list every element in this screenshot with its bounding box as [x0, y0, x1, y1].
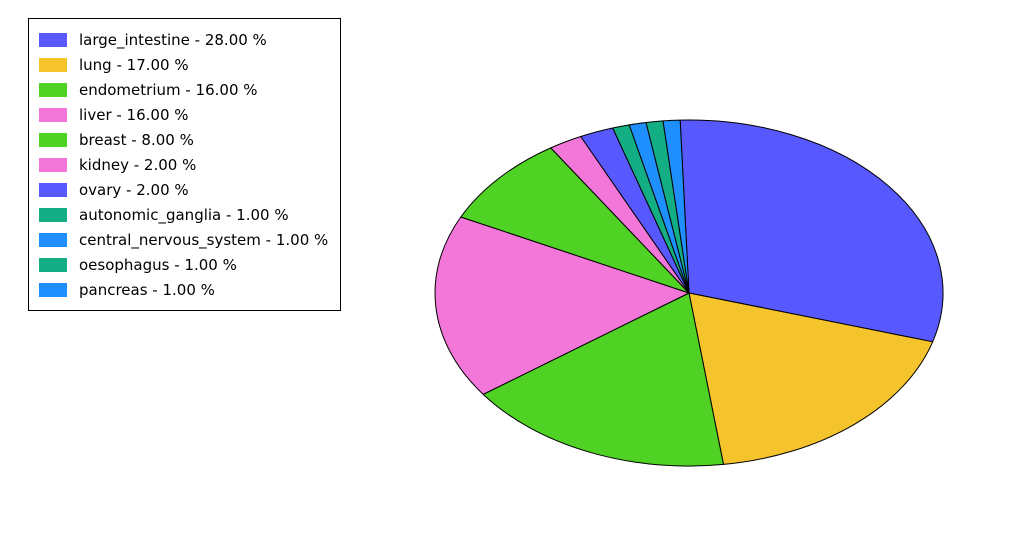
legend-label: liver - 16.00 %	[79, 106, 189, 124]
legend-item: large_intestine - 28.00 %	[39, 27, 328, 52]
legend-item: kidney - 2.00 %	[39, 152, 328, 177]
legend-item: lung - 17.00 %	[39, 52, 328, 77]
legend-item: oesophagus - 1.00 %	[39, 252, 328, 277]
legend-swatch	[39, 83, 67, 97]
legend-swatch	[39, 208, 67, 222]
legend-item: central_nervous_system - 1.00 %	[39, 227, 328, 252]
legend-swatch	[39, 58, 67, 72]
legend-swatch	[39, 133, 67, 147]
legend-swatch	[39, 233, 67, 247]
legend-swatch	[39, 108, 67, 122]
legend-item: ovary - 2.00 %	[39, 177, 328, 202]
legend-item: breast - 8.00 %	[39, 127, 328, 152]
legend-label: pancreas - 1.00 %	[79, 281, 215, 299]
chart-container: large_intestine - 28.00 % lung - 17.00 % e…	[0, 0, 1013, 538]
legend-label: breast - 8.00 %	[79, 131, 194, 149]
legend-swatch	[39, 258, 67, 272]
legend-item: autonomic_ganglia - 1.00 %	[39, 202, 328, 227]
legend-item: pancreas - 1.00 %	[39, 277, 328, 302]
legend-label: central_nervous_system - 1.00 %	[79, 231, 328, 249]
legend-label: oesophagus - 1.00 %	[79, 256, 237, 274]
legend-label: autonomic_ganglia - 1.00 %	[79, 206, 289, 224]
legend-label: large_intestine - 28.00 %	[79, 31, 267, 49]
legend-swatch	[39, 183, 67, 197]
legend-swatch	[39, 158, 67, 172]
legend-swatch	[39, 283, 67, 297]
legend-label: lung - 17.00 %	[79, 56, 189, 74]
legend-swatch	[39, 33, 67, 47]
legend-item: liver - 16.00 %	[39, 102, 328, 127]
legend-label: ovary - 2.00 %	[79, 181, 189, 199]
legend-label: kidney - 2.00 %	[79, 156, 196, 174]
legend: large_intestine - 28.00 % lung - 17.00 % e…	[28, 18, 341, 311]
pie-chart	[433, 118, 945, 468]
legend-label: endometrium - 16.00 %	[79, 81, 258, 99]
legend-item: endometrium - 16.00 %	[39, 77, 328, 102]
